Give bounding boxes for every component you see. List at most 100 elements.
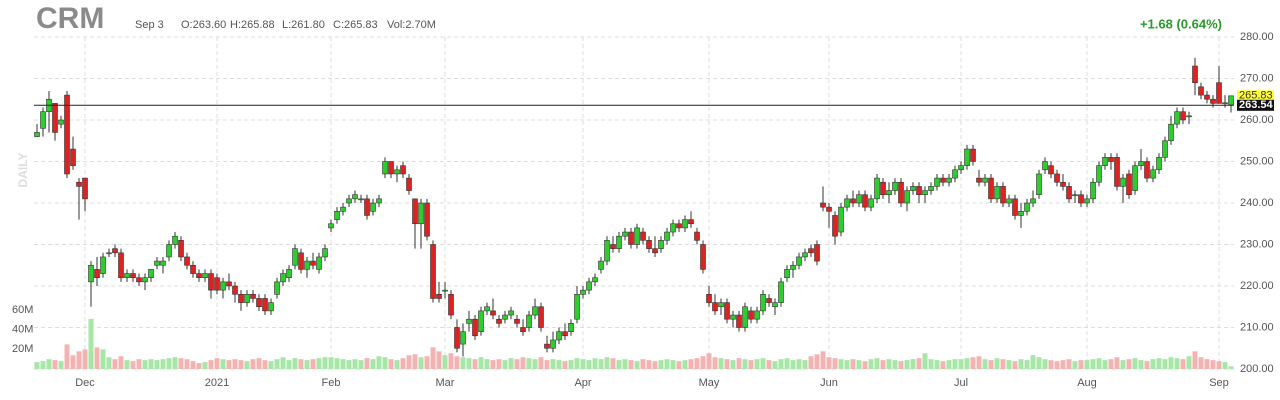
volume-bar bbox=[976, 356, 982, 369]
x-tick-label: Sep bbox=[1209, 377, 1229, 389]
candle-body-down bbox=[514, 318, 520, 324]
volume-bar bbox=[178, 358, 184, 369]
candle-body-up bbox=[952, 169, 958, 179]
candle-body-down bbox=[310, 260, 316, 266]
candle-body-up bbox=[946, 177, 952, 183]
volume-bar bbox=[862, 361, 868, 369]
volume-bar bbox=[610, 358, 616, 369]
volume-bar bbox=[1072, 361, 1078, 369]
candle-body-down bbox=[1078, 194, 1084, 204]
candle-body-down bbox=[694, 231, 700, 241]
volume-bar bbox=[562, 361, 568, 369]
candle-body-down bbox=[940, 177, 946, 183]
volume-bar bbox=[670, 360, 676, 369]
candle-body-up bbox=[1042, 161, 1048, 171]
candle-body-up bbox=[1222, 102, 1228, 105]
candle-body-up bbox=[502, 314, 508, 320]
volume-bar bbox=[454, 356, 460, 369]
candle-body-down bbox=[232, 285, 238, 295]
candle-body-up bbox=[1084, 198, 1090, 204]
volume-bar bbox=[106, 357, 112, 369]
candle-body-down bbox=[1114, 157, 1120, 187]
candle-body-up bbox=[280, 273, 286, 283]
volume-bar bbox=[1054, 361, 1060, 369]
volume-bar bbox=[598, 359, 604, 369]
volume-bar bbox=[1174, 358, 1180, 369]
volume-bar bbox=[682, 360, 688, 369]
candle-body-down bbox=[1210, 98, 1216, 104]
y-tick-label: 200.00 bbox=[1240, 363, 1274, 375]
candle-body-up bbox=[754, 310, 760, 320]
current-price-tag-bg bbox=[1237, 99, 1274, 111]
candle-body-up bbox=[304, 260, 310, 270]
volume-bar bbox=[502, 360, 508, 369]
ticker: CRM bbox=[36, 2, 104, 35]
volume-bar bbox=[274, 359, 280, 369]
candle-body-down bbox=[688, 219, 694, 225]
candle-body-down bbox=[820, 202, 826, 208]
candle-body-up bbox=[466, 318, 472, 324]
candle-body-up bbox=[100, 256, 106, 274]
volume-bar bbox=[838, 359, 844, 369]
candle-body-up bbox=[268, 302, 274, 312]
candle-body-down bbox=[1048, 165, 1054, 175]
candle-body-down bbox=[808, 248, 814, 254]
candle-body-up bbox=[604, 240, 610, 262]
volume-bar bbox=[208, 360, 214, 369]
volume-bar bbox=[892, 360, 898, 369]
volume-bar bbox=[994, 358, 1000, 369]
candle-body-down bbox=[226, 281, 232, 287]
volume-bar bbox=[958, 359, 964, 369]
candle-body-up bbox=[346, 198, 352, 204]
candle-body-up bbox=[622, 231, 628, 237]
candle-body-down bbox=[1000, 186, 1006, 204]
candle-body-down bbox=[424, 202, 430, 237]
candle-body-up bbox=[1090, 181, 1096, 200]
volume-bar bbox=[844, 360, 850, 369]
candle-body-up bbox=[142, 277, 148, 283]
candle-body-down bbox=[118, 252, 124, 279]
volume-bar bbox=[1102, 360, 1108, 369]
volume-bar bbox=[160, 359, 166, 369]
volume-bar bbox=[1138, 360, 1144, 369]
candle-body-down bbox=[646, 240, 652, 249]
candle-body-down bbox=[436, 293, 442, 299]
volume-bar bbox=[1210, 360, 1216, 369]
volume-bar bbox=[166, 358, 172, 369]
volume-bar bbox=[1006, 360, 1012, 369]
candle-body-down bbox=[1108, 157, 1114, 162]
volume-bar bbox=[658, 360, 664, 369]
volume-bar bbox=[1108, 359, 1114, 369]
volume-bar bbox=[886, 359, 892, 369]
candle-body-down bbox=[388, 161, 394, 175]
volume-bar bbox=[802, 360, 808, 369]
candle-body-up bbox=[358, 198, 364, 201]
candle-body-up bbox=[868, 198, 874, 208]
candle-body-up bbox=[1096, 165, 1102, 183]
volume-bar bbox=[1204, 359, 1210, 369]
volume-bar bbox=[736, 358, 742, 369]
volume-bar bbox=[220, 359, 226, 369]
candle-body-up bbox=[1228, 95, 1234, 106]
volume-bar bbox=[982, 359, 988, 369]
candle-body-up bbox=[88, 264, 94, 283]
y-tick-label: 250.00 bbox=[1240, 155, 1274, 167]
volume-bar bbox=[928, 359, 934, 369]
volume-bar bbox=[184, 359, 190, 369]
candle-body-up bbox=[460, 331, 466, 345]
volume-bar bbox=[448, 353, 454, 369]
volume-bar bbox=[118, 356, 124, 369]
volume-bar bbox=[472, 359, 478, 369]
header-high: H:265.88 bbox=[230, 19, 275, 31]
volume-bar bbox=[700, 356, 706, 369]
candle-body-up bbox=[34, 132, 40, 137]
candle-body-down bbox=[712, 302, 718, 312]
volume-bar bbox=[226, 360, 232, 369]
candle-body-down bbox=[412, 198, 418, 225]
candle-body-up bbox=[742, 306, 748, 328]
volume-bar bbox=[544, 360, 550, 369]
candle-body-up bbox=[892, 181, 898, 191]
volume-bar bbox=[574, 358, 580, 369]
volume-bar bbox=[40, 361, 46, 369]
volume-bar bbox=[1030, 355, 1036, 369]
